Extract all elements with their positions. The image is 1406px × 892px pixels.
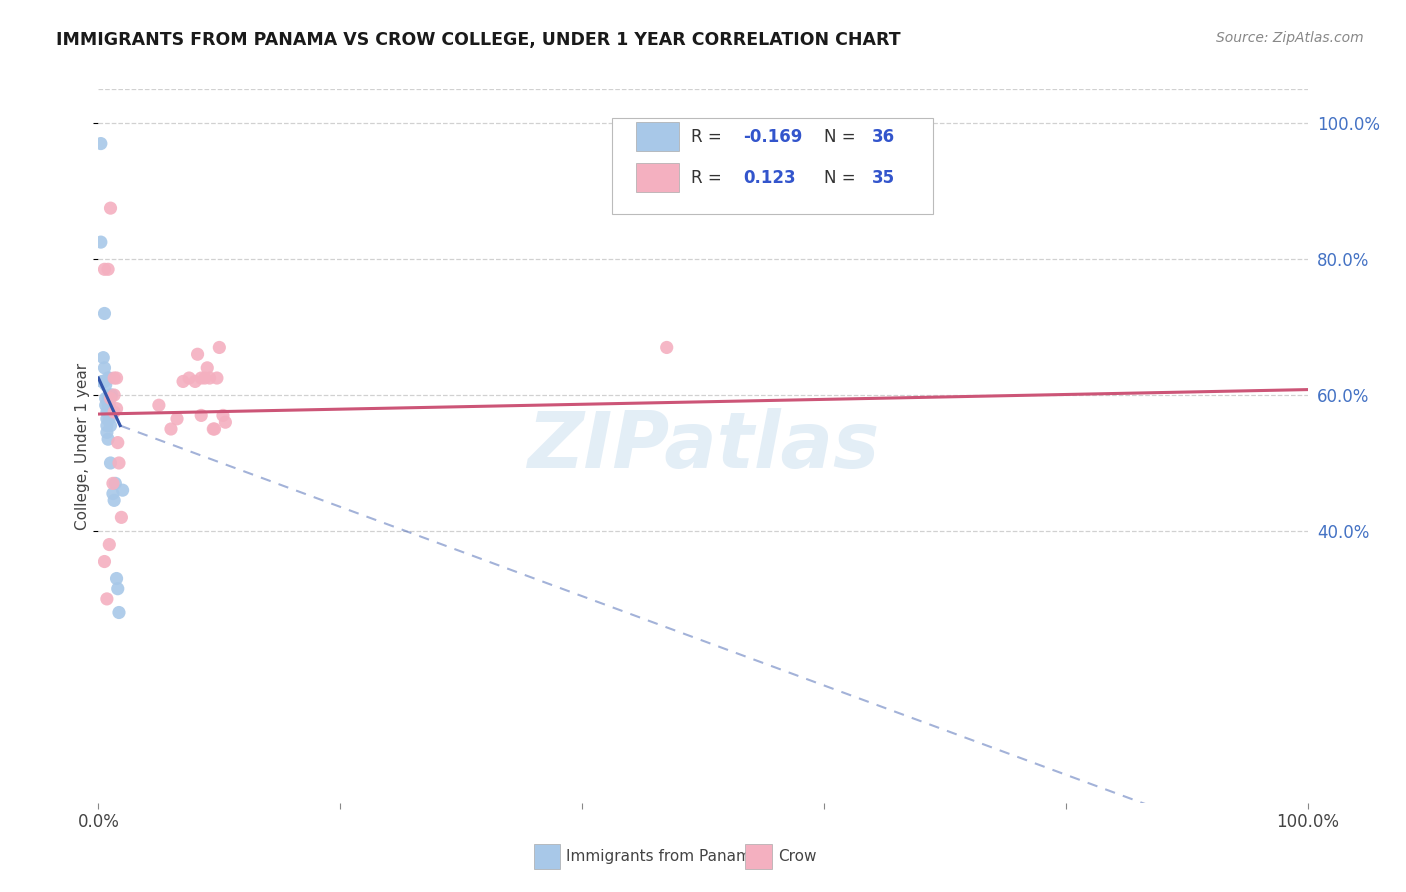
Point	[202, 422, 225, 436]
Text: ZIPatlas: ZIPatlas	[527, 408, 879, 484]
Point	[90, 136, 112, 151]
Point	[103, 371, 125, 385]
Point	[107, 435, 129, 450]
Point	[190, 371, 212, 385]
FancyBboxPatch shape	[637, 122, 679, 151]
Point	[655, 341, 678, 355]
Point	[103, 388, 125, 402]
Text: R =: R =	[690, 128, 727, 145]
Point	[91, 375, 114, 389]
Point	[97, 262, 120, 277]
Point	[187, 347, 209, 361]
Point	[204, 422, 226, 436]
Point	[97, 405, 120, 419]
Point	[96, 425, 118, 440]
Point	[108, 456, 131, 470]
Point	[93, 375, 115, 389]
Text: 36: 36	[872, 128, 896, 145]
Point	[97, 371, 120, 385]
Point	[198, 371, 221, 385]
Point	[93, 262, 115, 277]
Point	[93, 555, 115, 569]
Point	[98, 371, 121, 385]
Point	[205, 371, 228, 385]
Point	[107, 582, 129, 596]
Point	[100, 405, 122, 419]
Point	[100, 388, 122, 402]
FancyBboxPatch shape	[534, 844, 561, 869]
Point	[97, 398, 120, 412]
Point	[97, 432, 120, 446]
Point	[94, 377, 117, 392]
Point	[98, 412, 121, 426]
Point	[101, 486, 124, 500]
Point	[212, 409, 235, 423]
Point	[100, 405, 122, 419]
Point	[148, 398, 170, 412]
Point	[100, 388, 122, 402]
Point	[94, 392, 117, 406]
Point	[214, 415, 236, 429]
Text: Immigrants from Panama: Immigrants from Panama	[567, 849, 761, 863]
Point	[96, 418, 118, 433]
Point	[172, 375, 194, 389]
Point	[100, 456, 122, 470]
Point	[100, 392, 122, 406]
Point	[94, 398, 117, 412]
Point	[105, 371, 128, 385]
Point	[93, 306, 115, 320]
Point	[100, 418, 122, 433]
Point	[97, 392, 120, 406]
Text: 0.123: 0.123	[742, 169, 796, 186]
Point	[105, 401, 128, 416]
Point	[103, 405, 125, 419]
Text: Source: ZipAtlas.com: Source: ZipAtlas.com	[1216, 31, 1364, 45]
Text: N =: N =	[824, 169, 860, 186]
Text: IMMIGRANTS FROM PANAMA VS CROW COLLEGE, UNDER 1 YEAR CORRELATION CHART: IMMIGRANTS FROM PANAMA VS CROW COLLEGE, …	[56, 31, 901, 49]
Text: Crow: Crow	[778, 849, 817, 863]
Point	[96, 591, 118, 606]
Point	[208, 341, 231, 355]
Point	[195, 360, 218, 375]
Point	[194, 371, 217, 385]
Point	[93, 360, 115, 375]
Point	[105, 572, 128, 586]
Point	[98, 537, 121, 551]
Point	[98, 392, 121, 406]
Point	[110, 510, 132, 524]
Text: -0.169: -0.169	[742, 128, 803, 145]
Point	[101, 476, 124, 491]
Point	[90, 235, 112, 249]
Text: N =: N =	[824, 128, 860, 145]
FancyBboxPatch shape	[745, 844, 772, 869]
Point	[190, 409, 212, 423]
Y-axis label: College, Under 1 year: College, Under 1 year	[75, 362, 90, 530]
Text: 35: 35	[872, 169, 896, 186]
Point	[108, 606, 131, 620]
Point	[184, 375, 207, 389]
Point	[166, 412, 188, 426]
FancyBboxPatch shape	[637, 163, 679, 192]
Point	[96, 412, 118, 426]
Point	[160, 422, 183, 436]
Point	[179, 371, 201, 385]
Text: R =: R =	[690, 169, 727, 186]
Point	[96, 405, 118, 419]
FancyBboxPatch shape	[613, 118, 932, 214]
Point	[104, 476, 127, 491]
Point	[100, 201, 122, 215]
Point	[98, 398, 121, 412]
Point	[111, 483, 134, 498]
Point	[91, 351, 114, 365]
Point	[103, 493, 125, 508]
